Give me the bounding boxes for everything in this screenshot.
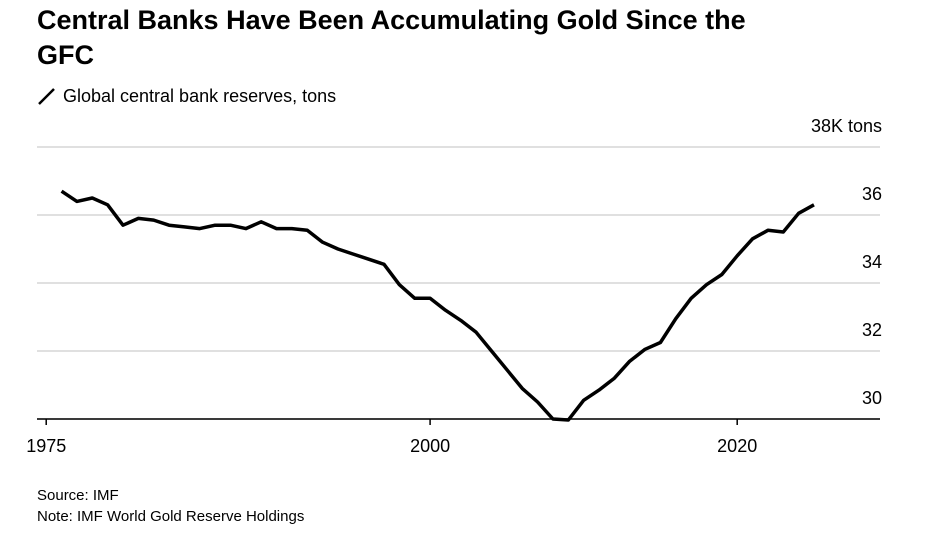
x-tick-label: 1975 [26, 436, 66, 456]
source: Source: IMF [37, 487, 119, 504]
chart-title: Central Banks Have Been Accumulating Gol… [37, 5, 746, 70]
x-tick-label: 2000 [410, 436, 450, 456]
legend-swatch [38, 88, 55, 105]
y-tick-label: 30 [862, 388, 882, 408]
note: Note: IMF World Gold Reserve Holdings [37, 508, 304, 525]
y-tick-label: 38K tons [811, 116, 882, 136]
data-line [60, 189, 815, 422]
y-tick-label: 34 [862, 252, 882, 272]
x-tick-label: 2020 [717, 436, 757, 456]
y-tick-label: 32 [862, 320, 882, 340]
y-tick-label: 36 [862, 184, 882, 204]
chart-subtitle: Global central bank reserves, tons [63, 86, 336, 106]
